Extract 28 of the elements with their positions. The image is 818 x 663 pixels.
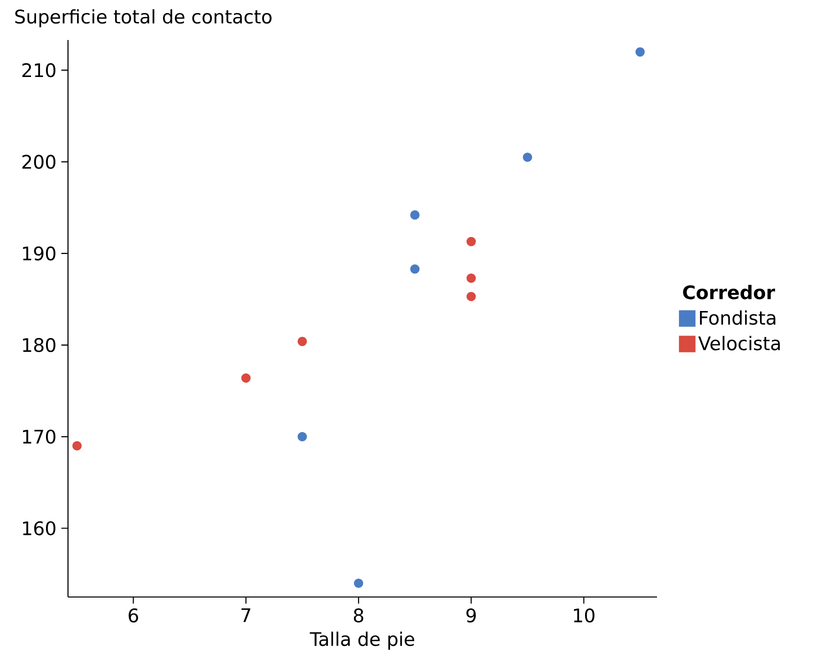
y-tick-label: 160 bbox=[23, 521, 56, 536]
legend-label: Fondista bbox=[700, 310, 776, 325]
x-tick-label: 10 bbox=[574, 608, 594, 622]
point bbox=[354, 578, 364, 588]
y-tick-label: 210 bbox=[22, 63, 56, 78]
point bbox=[635, 47, 645, 57]
point bbox=[298, 432, 307, 442]
legend-label: Velocista bbox=[698, 336, 780, 350]
y-axis-title: Superficie total de contacto bbox=[15, 9, 272, 28]
x-tick-label: 9 bbox=[466, 608, 476, 622]
y-tick-label: 200 bbox=[22, 154, 56, 169]
point bbox=[72, 441, 82, 450]
x-tick-label: 8 bbox=[354, 608, 364, 622]
y-tick-label: 190 bbox=[23, 246, 56, 261]
x-tick-label: 6 bbox=[128, 608, 138, 622]
point bbox=[522, 152, 532, 162]
point bbox=[241, 373, 251, 383]
y-tick-label: 180 bbox=[23, 338, 56, 352]
point bbox=[466, 292, 476, 302]
point bbox=[410, 264, 420, 274]
y-tick-label: 170 bbox=[23, 430, 56, 444]
point bbox=[466, 274, 476, 283]
x-tick-label: 7 bbox=[242, 608, 250, 622]
point bbox=[410, 210, 420, 220]
point bbox=[298, 336, 307, 346]
point bbox=[466, 236, 476, 246]
legend-title: Corredor bbox=[683, 284, 776, 300]
x-axis-title: Talla de pie bbox=[310, 632, 414, 650]
